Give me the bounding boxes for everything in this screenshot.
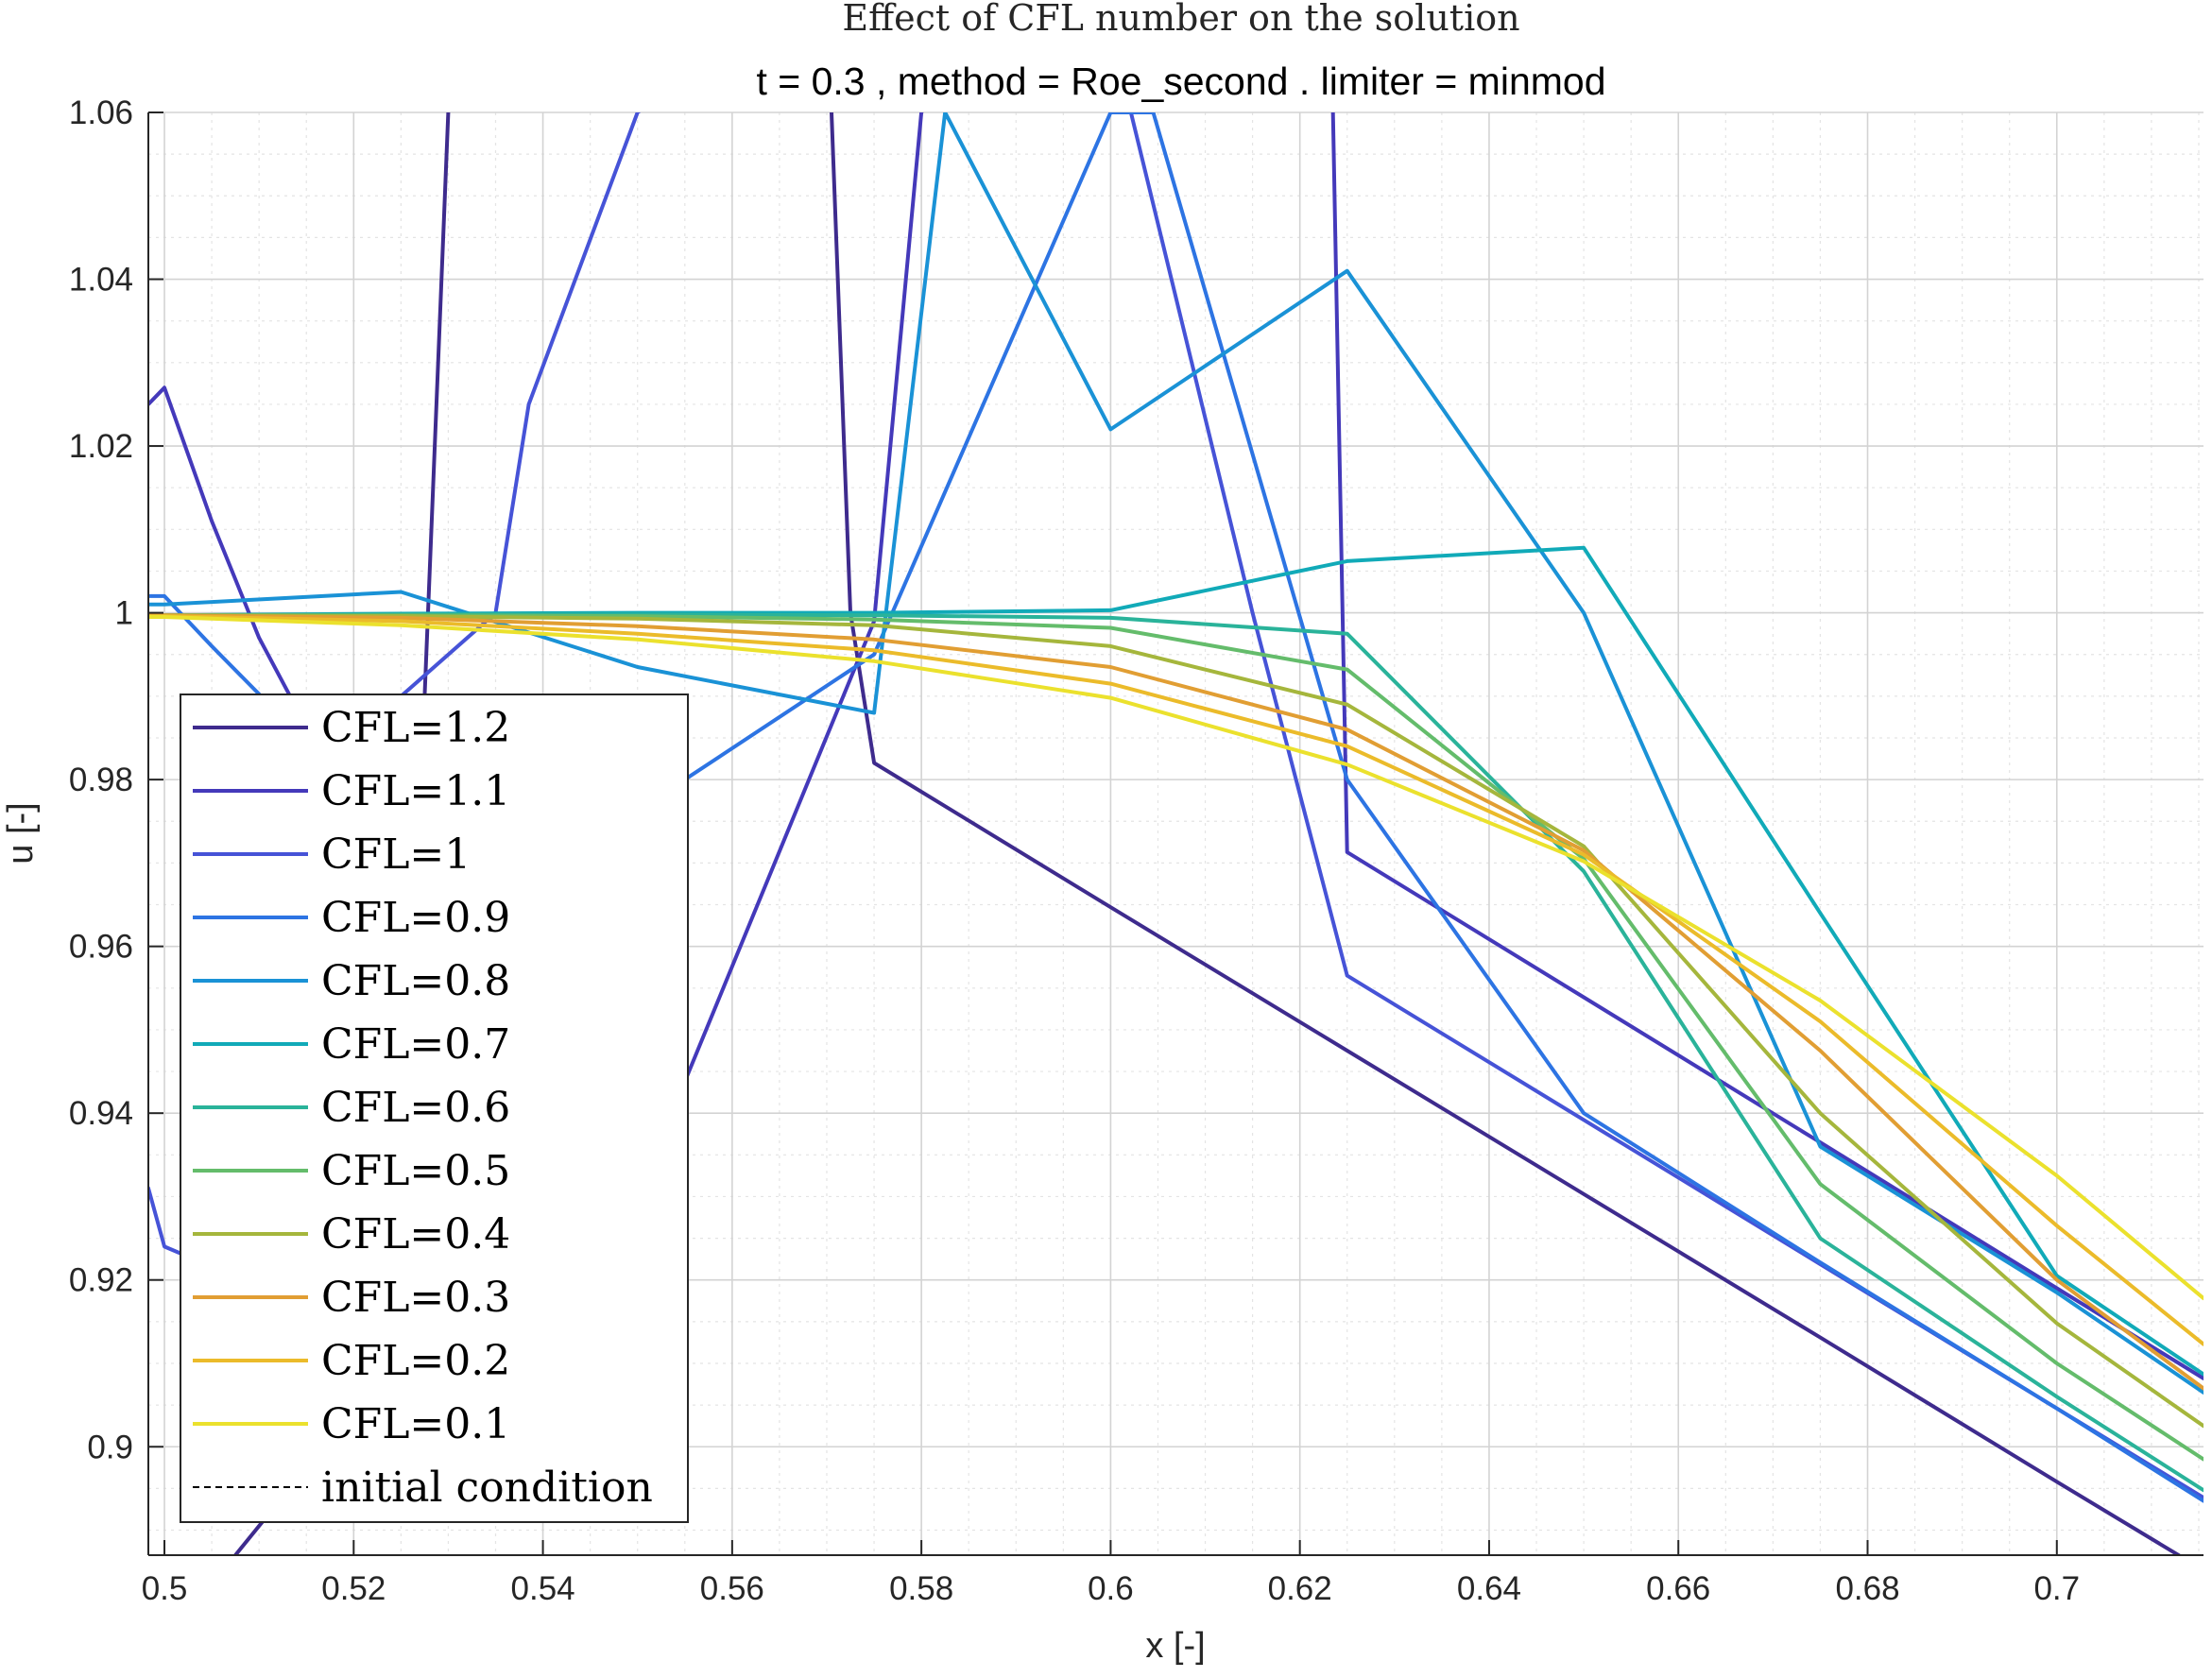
series-line-cfl-0-8 <box>148 112 2203 1395</box>
x-tick-label: 0.62 <box>1268 1570 1332 1607</box>
y-tick-label: 0.92 <box>69 1262 133 1299</box>
legend-label: CFL=0.9 <box>321 894 510 942</box>
x-tick-label: 0.6 <box>1088 1570 1134 1607</box>
axes-frame <box>147 112 2203 1556</box>
x-tick-label: 0.56 <box>700 1570 764 1607</box>
x-tick-label: 0.54 <box>511 1570 575 1607</box>
y-tick-label: 0.96 <box>69 929 133 966</box>
legend-label: CFL=1 <box>321 830 471 879</box>
x-tick-label: 0.68 <box>1835 1570 1899 1607</box>
legend-label: CFL=0.6 <box>321 1084 510 1132</box>
legend-label: CFL=0.8 <box>321 957 510 1005</box>
legend-entry: CFL=0.6 <box>193 1084 510 1132</box>
legend-entry: CFL=0.3 <box>193 1274 510 1322</box>
legend-label: CFL=0.1 <box>321 1400 510 1448</box>
y-axis-label: u [-] <box>1 802 41 864</box>
series-line-cfl-1-1 <box>148 112 2203 1380</box>
legend-label: CFL=0.4 <box>321 1210 510 1258</box>
legend-label: initial condition <box>321 1464 653 1512</box>
legend-label: CFL=0.3 <box>321 1274 510 1322</box>
series-line-cfl-0-3 <box>148 613 2203 1391</box>
series-line-cfl-0-2 <box>148 614 2203 1346</box>
x-tick-label: 0.58 <box>889 1570 953 1607</box>
legend-label: CFL=1.1 <box>321 767 510 815</box>
legend-label: CFL=0.5 <box>321 1147 510 1195</box>
x-tick-label: 0.52 <box>321 1570 386 1607</box>
legend-entry: CFL=0.5 <box>193 1147 510 1195</box>
legend-entry: CFL=0.1 <box>193 1400 510 1448</box>
legend-entries: CFL=1.2 CFL=1.1 CFL=1 CFL=0.9 CFL=0.8 CFL=0.7… <box>193 704 653 1512</box>
y-tick-label: 1 <box>115 595 133 632</box>
legend-label: CFL=1.2 <box>321 704 510 752</box>
legend-entry: initial condition <box>193 1464 653 1512</box>
legend: CFL=1.2 CFL=1.1 CFL=1 CFL=0.9 CFL=0.8 CFL=0.7… <box>180 693 689 1523</box>
y-axis-ticks: 0.9 0.92 0.94 0.96 0.98 1 1.02 1.04 1.06 <box>69 94 163 1465</box>
legend-entry: CFL=0.8 <box>193 957 510 1005</box>
y-tick-label: 1.02 <box>69 428 133 465</box>
x-tick-label: 0.64 <box>1457 1570 1521 1607</box>
y-tick-label: 0.98 <box>69 762 133 798</box>
x-tick-label: 0.5 <box>142 1570 188 1607</box>
x-axis-ticks: 0.5 0.52 0.54 0.56 0.58 0.6 0.62 0.64 0.66 0.68 0.… <box>142 1540 2080 1607</box>
x-tick-label: 0.7 <box>2033 1570 2080 1607</box>
legend-label: CFL=0.7 <box>321 1020 510 1069</box>
legend-label: CFL=0.2 <box>321 1337 510 1385</box>
legend-entry: CFL=0.2 <box>193 1337 510 1385</box>
x-tick-label: 0.66 <box>1646 1570 1710 1607</box>
legend-entry: CFL=1 <box>193 830 471 879</box>
chart-title: Effect of CFL number on the solution <box>842 0 1519 39</box>
y-tick-label: 1.04 <box>69 262 133 299</box>
legend-entry: CFL=0.4 <box>193 1210 510 1258</box>
chart-subtitle: t = 0.3 , method = Roe_second . limiter … <box>756 60 1605 103</box>
legend-box <box>180 693 689 1523</box>
y-tick-label: 1.06 <box>69 94 133 131</box>
legend-entry: CFL=1.2 <box>193 704 510 752</box>
series-line-cfl-0-1 <box>148 615 2203 1301</box>
x-axis-label: x [-] <box>1145 1626 1205 1666</box>
legend-entry: CFL=0.9 <box>193 894 510 942</box>
y-tick-label: 0.9 <box>87 1429 133 1465</box>
legend-entry: CFL=1.1 <box>193 767 510 815</box>
legend-entry: CFL=0.7 <box>193 1020 510 1069</box>
y-tick-label: 0.94 <box>69 1095 133 1132</box>
